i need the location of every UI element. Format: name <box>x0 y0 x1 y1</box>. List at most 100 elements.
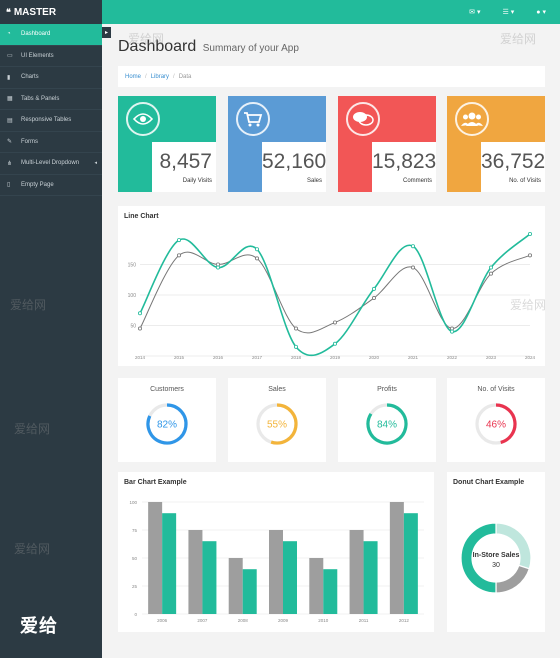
sidebar-item-empty-page[interactable]: ▯ Empty Page <box>0 175 102 196</box>
stat-card-visits: 36,752 No. of Visits <box>447 96 545 192</box>
breadcrumb-current: Data <box>178 73 192 80</box>
stat-value: 15,823 <box>372 150 437 173</box>
sidebar-item-label: Forms <box>21 138 38 145</box>
line-point[interactable] <box>410 265 415 270</box>
line-point[interactable] <box>488 265 493 270</box>
line-chart: 150 100 50 2014 2015 2016 2017 2018 2019 2020 2021… <box>128 231 536 360</box>
line-point[interactable] <box>254 247 259 252</box>
page-title-text: Dashboard <box>118 38 197 55</box>
line-point[interactable] <box>527 231 532 236</box>
bar-2012-series-2[interactable] <box>403 513 418 614</box>
breadcrumb-separator: / <box>173 73 175 80</box>
gauge-profits: Profits 84% <box>338 378 436 462</box>
sidebar-toggle-button[interactable]: ▸ <box>102 27 111 38</box>
gauge-name: Customers <box>150 386 184 393</box>
sidebar-item-label: Empty Page <box>21 181 54 188</box>
stat-panel: 52,160 Sales <box>262 142 326 192</box>
sidebar-item-responsive-tables[interactable]: ▤ Responsive Tables <box>0 110 102 132</box>
y-tick-label: 100 <box>129 500 137 505</box>
line-point[interactable] <box>332 341 337 346</box>
gauge-arc <box>495 403 517 444</box>
line-point[interactable] <box>371 286 376 291</box>
donut-slice-1[interactable] <box>495 522 532 570</box>
line-point[interactable] <box>137 326 142 331</box>
sidebar-item-tabs-panels[interactable]: ▦ Tabs & Panels <box>0 89 102 110</box>
x-tick-label: 2016 <box>213 355 224 360</box>
bar-chart-icon: ▮ <box>7 74 11 81</box>
stat-label: No. of Visits <box>509 178 541 184</box>
stat-panel: 8,457 Daily Visits <box>152 142 216 192</box>
breadcrumb-home[interactable]: Home <box>125 73 142 80</box>
gauge-arc <box>270 403 298 445</box>
bar-2006-series-1[interactable] <box>148 502 163 614</box>
line-point[interactable] <box>449 329 454 334</box>
stat-value: 52,160 <box>262 150 327 173</box>
bar-2008-series-1[interactable] <box>228 558 243 614</box>
watermark: 爱给 <box>20 616 58 636</box>
sidebar-item-label: Charts <box>21 74 39 81</box>
x-tick-label: 2008 <box>238 618 249 623</box>
line-point[interactable] <box>177 253 182 258</box>
line-point[interactable] <box>293 344 298 349</box>
donut-slice-3[interactable] <box>460 522 497 594</box>
breadcrumb-separator: / <box>145 73 147 80</box>
gauge-customers: Customers 82% <box>118 378 216 462</box>
sidebar-item-forms[interactable]: ✎ Forms <box>0 132 102 153</box>
bar-2011-series-2[interactable] <box>363 541 378 614</box>
x-tick-label: 2024 <box>525 355 536 360</box>
bar-2010-series-1[interactable] <box>309 558 324 614</box>
line-point[interactable] <box>371 296 376 301</box>
bar-2006-series-2[interactable] <box>162 513 177 614</box>
line-point[interactable] <box>137 311 142 316</box>
bar-2007-series-2[interactable] <box>202 541 217 614</box>
page-title: Dashboard Summary of your App <box>118 38 299 56</box>
tasks-dropdown[interactable]: ☰ ▾ <box>502 8 514 16</box>
line-point[interactable] <box>254 256 259 261</box>
line-point[interactable] <box>216 265 221 270</box>
page-subtitle: Summary of your App <box>202 43 299 54</box>
user-dropdown[interactable]: ● ▾ <box>536 8 546 17</box>
bar-2009-series-1[interactable] <box>269 530 283 614</box>
line-point[interactable] <box>527 253 532 258</box>
x-tick-label: 2021 <box>408 355 419 360</box>
gauge-ring: 55% <box>256 403 298 445</box>
sidebar-item-charts[interactable]: ▮ Charts <box>0 67 102 89</box>
line-chart-title: Line Chart <box>124 213 159 220</box>
line-point[interactable] <box>293 326 298 331</box>
y-tick-label: 150 <box>128 263 137 269</box>
gauge-ring: 82% <box>146 403 188 445</box>
messages-dropdown[interactable]: ✉ ▾ <box>469 8 480 16</box>
envelope-icon: ✉ <box>469 9 475 16</box>
bar-2011-series-1[interactable] <box>349 530 364 614</box>
bar-2007-series-1[interactable] <box>188 530 203 614</box>
x-tick-label: 2011 <box>359 618 369 623</box>
stat-label: Comments <box>402 178 432 184</box>
gauge-name: No. of Visits <box>477 386 515 393</box>
dashboard-icon: ◔ <box>7 31 11 38</box>
sidebar-item-ui-elements[interactable]: ▭ UI Elements <box>0 46 102 67</box>
bar-2012-series-1[interactable] <box>389 502 404 614</box>
x-tick-label: 2019 <box>330 355 341 360</box>
stat-label: Sales <box>306 178 322 184</box>
donut-slice-2[interactable] <box>495 564 531 594</box>
x-tick-label: 2018 <box>291 355 302 360</box>
sidebar-item-label: Multi-Level Dropdown <box>21 160 80 167</box>
caret-right-icon: ▸ <box>104 30 108 36</box>
line-point[interactable] <box>488 271 493 276</box>
bar-2010-series-2[interactable] <box>323 569 338 614</box>
line-point[interactable] <box>177 238 182 243</box>
line-point[interactable] <box>332 320 337 325</box>
sidebar-item-label: Tabs & Panels <box>21 95 60 102</box>
bar-2008-series-2[interactable] <box>242 569 257 614</box>
line-point[interactable] <box>410 244 415 249</box>
sidebar-item-label: Responsive Tables <box>21 117 72 124</box>
donut-chart: In-Store Sales 30 <box>460 522 532 594</box>
sidebar-item-dashboard[interactable]: ◔ Dashboard <box>0 24 102 46</box>
x-tick-label: 2020 <box>369 355 380 360</box>
bar-2009-series-2[interactable] <box>283 541 297 614</box>
breadcrumb-library[interactable]: Library <box>150 73 170 80</box>
stat-value: 8,457 <box>159 150 212 173</box>
sidebar-item-multi-level-dropdown[interactable]: ⋔ Multi-Level Dropdown ◂ <box>0 153 102 175</box>
x-tick-label: 2023 <box>486 355 497 360</box>
brand-logo[interactable]: ❝ MASTER <box>0 0 102 24</box>
